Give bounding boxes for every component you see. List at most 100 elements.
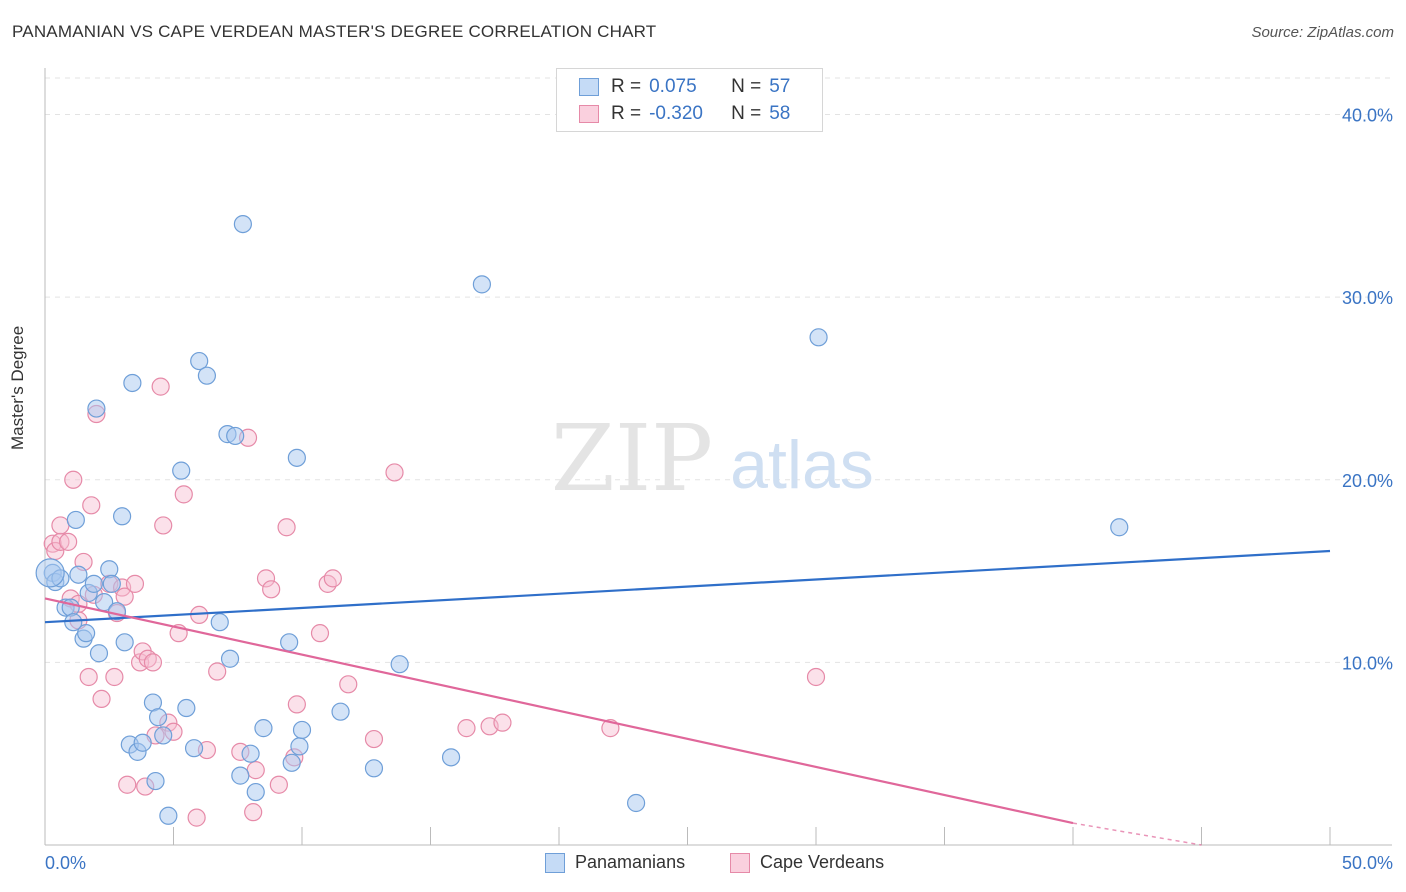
data-point-panamanians [292,720,312,740]
data-point-panamanians [112,507,132,526]
data-point-panamanians [220,649,240,668]
data-point-panamanians [123,373,142,393]
chart-title: PANAMANIAN VS CAPE VERDEAN MASTER'S DEGR… [12,22,657,41]
data-point-panamanians [364,759,384,778]
data-point-panamanians [69,565,88,584]
data-point-cape-verdeans [115,587,134,606]
legend-n-label: N = [731,103,762,124]
watermark-zip: ZIP [551,405,713,512]
data-point-cape-verdeans [59,532,78,551]
data-point-cape-verdeans [151,377,170,396]
data-point-cape-verdeans [187,808,206,827]
legend-swatch-pink [579,105,599,123]
data-point-cape-verdeans [143,653,163,672]
trend-line-cape-verdeans-extension [1072,822,1202,846]
data-point-panamanians [133,733,152,752]
legend-label-cape-verdeans: Cape Verdeans [760,852,885,872]
data-point-panamanians [190,351,209,371]
data-point-panamanians [287,448,306,467]
source-label: Source: ZipAtlas.com [1251,24,1394,41]
data-point-panamanians [241,744,260,763]
data-point-cape-verdeans [174,485,193,504]
data-point-panamanians [184,739,204,758]
data-point-panamanians [146,771,165,791]
legend-swatch-cape-verdeans [730,852,750,873]
data-point-cape-verdeans [457,719,476,738]
legend-item-cape-verdeans[interactable]: Cape Verdeans [730,852,884,873]
data-point-panamanians [172,461,191,480]
data-point-panamanians [331,702,350,721]
data-point-panamanians [282,753,301,772]
data-point-cape-verdeans [92,689,111,709]
watermark-atlas: atlas [730,427,874,503]
data-point-panamanians [159,806,178,825]
grid-lines [45,77,1392,663]
data-point-panamanians [626,793,646,813]
data-point-panamanians [87,399,106,418]
series-panamanians-points [35,214,1129,825]
legend-row-panamanians: R = 0.075 N = 57 [579,75,790,99]
x-tick-label: 50.0% [1342,853,1393,873]
data-point-panamanians [1110,518,1129,537]
data-point-panamanians [197,366,217,385]
data-point-panamanians [66,510,85,530]
y-tick-label: 40.0% [1342,106,1393,126]
y-tick-label: 20.0% [1342,471,1393,491]
data-point-panamanians [115,633,134,652]
data-point-panamanians [102,574,121,593]
data-point-panamanians [89,644,109,663]
data-point-cape-verdeans [244,803,263,822]
data-point-panamanians [441,748,461,767]
legend-r-value: -0.320 [649,103,703,124]
legend-item-panamanians[interactable]: Panamanians [545,852,685,873]
data-point-cape-verdeans [262,580,281,599]
data-point-cape-verdeans [493,713,512,732]
legend-r-label: R = [611,76,642,97]
data-point-cape-verdeans [339,675,358,694]
legend-row-cape-verdeans: R = -0.320 N = 58 [579,102,790,126]
data-point-panamanians [35,558,65,588]
y-axis-label: Master's Degree [8,325,27,450]
data-point-panamanians [154,726,173,745]
data-point-panamanians [84,574,103,593]
data-point-panamanians [233,214,252,234]
data-point-cape-verdeans [310,624,330,643]
data-point-cape-verdeans [82,496,101,515]
data-point-cape-verdeans [318,574,337,593]
trend-lines [44,549,1331,846]
trend-line-panamanians [44,549,1331,624]
y-tick-label: 30.0% [1342,288,1393,308]
data-point-panamanians [290,737,309,756]
y-tick-label: 10.0% [1342,653,1393,673]
tick-labels: 10.0% 20.0% 30.0% 40.0% 0.0% 50.0% [45,106,1393,873]
data-point-cape-verdeans [269,775,288,794]
legend-n-value: 58 [769,103,791,124]
data-point-cape-verdeans [277,518,296,537]
legend-n-value: 57 [769,76,791,97]
data-point-panamanians [210,613,229,632]
data-point-cape-verdeans [256,569,276,588]
legend-swatch-blue [579,78,599,96]
data-point-panamanians [148,708,168,727]
data-point-cape-verdeans [806,667,826,687]
data-point-panamanians [390,655,409,674]
data-point-cape-verdeans [64,470,83,489]
data-point-panamanians [246,782,265,802]
data-point-panamanians [231,766,250,785]
data-point-cape-verdeans [385,463,404,482]
data-point-cape-verdeans [364,729,384,749]
data-point-cape-verdeans [79,667,98,687]
data-point-panamanians [254,719,273,738]
correlation-legend: R = 0.075 N = 57 R = -0.320 N = 58 [556,68,823,132]
data-point-cape-verdeans [208,662,227,681]
data-point-panamanians [472,275,491,294]
data-point-cape-verdeans [125,574,145,593]
data-point-cape-verdeans [118,775,137,794]
legend-label-panamanians: Panamanians [575,852,686,872]
axes [44,68,1392,846]
watermark: ZIP atlas [551,405,874,512]
data-point-cape-verdeans [287,695,306,714]
trend-line-cape-verdeans [44,597,1074,825]
data-point-panamanians [226,426,245,446]
